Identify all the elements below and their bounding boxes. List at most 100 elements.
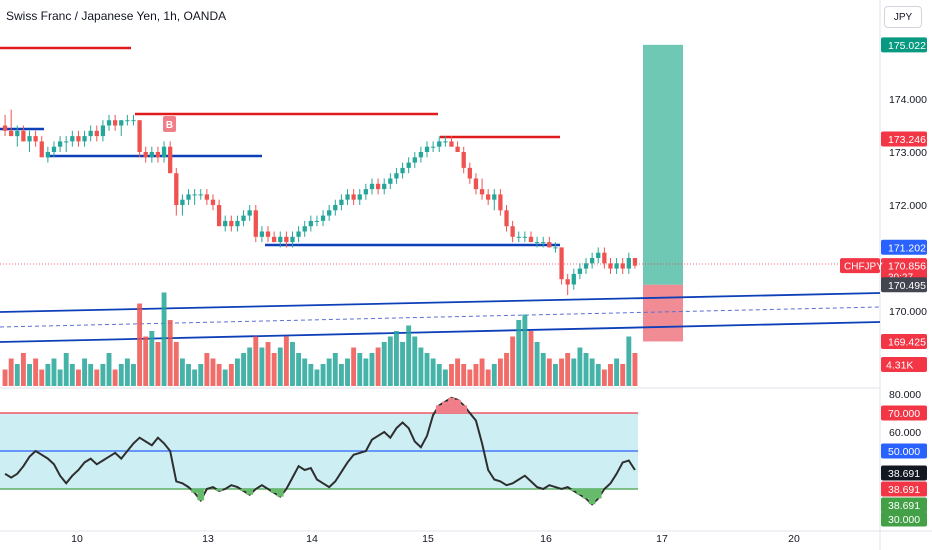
candle-body (589, 258, 595, 264)
candle-body (382, 183, 387, 190)
candle-body (308, 220, 313, 227)
time-tick-label: 17 (656, 533, 668, 545)
volume-bar (522, 314, 528, 386)
candle-body (412, 157, 417, 163)
volume-bar (14, 364, 20, 386)
volume-bar (265, 342, 271, 386)
annotation-marker (163, 116, 176, 132)
currency-button[interactable]: JPY (884, 6, 922, 28)
candle-body (278, 236, 283, 243)
volume-bar (112, 369, 118, 386)
candle-body (547, 242, 552, 248)
volume-bar (516, 320, 522, 386)
volume-bar (247, 347, 253, 386)
price-tick-label: 172.000 (889, 200, 927, 212)
volume-bar (467, 369, 473, 386)
candle-body (284, 236, 289, 243)
chart-title: Swiss Franc / Japanese Yen, 1h, OANDA (6, 9, 227, 23)
channel-upper-line (0, 292, 881, 313)
candle-body (198, 194, 203, 196)
candle-body (57, 141, 63, 147)
candle-body (492, 194, 497, 200)
symbol-tag-label: CHFJPY (844, 262, 883, 273)
volume-bar (393, 331, 399, 386)
volume-bar (412, 336, 418, 386)
candle-body (504, 210, 509, 227)
volume-bar (381, 342, 387, 386)
volume-bar (540, 353, 546, 386)
volume-bar (204, 353, 210, 386)
volume-bar (33, 358, 39, 386)
volume-tag (881, 357, 927, 372)
candle-body (131, 120, 136, 122)
candle-body (626, 258, 631, 269)
time-tick-label: 13 (202, 533, 214, 545)
volume-bar (131, 364, 136, 386)
volume-bar (277, 347, 283, 386)
candle-body (620, 263, 625, 269)
candle-body (229, 220, 234, 227)
candle-body (430, 146, 436, 148)
candle-body (314, 220, 320, 222)
volume-bar (528, 331, 534, 386)
candle-body (327, 210, 332, 216)
volume-bar (192, 369, 198, 386)
candle-body (553, 247, 558, 249)
volume-bar (118, 364, 124, 386)
volume-bar (179, 358, 185, 386)
candle-body (125, 120, 130, 122)
candle-body (271, 236, 277, 243)
volume-bar (369, 353, 375, 386)
candle-body (39, 141, 44, 158)
volume-bar (198, 364, 204, 386)
candle-body (437, 141, 442, 147)
volume-bar (75, 369, 81, 386)
volume-bar (491, 364, 497, 386)
candle-body (559, 247, 564, 280)
candle-body (339, 199, 344, 205)
volume-bar (449, 364, 454, 386)
candle-body (418, 152, 424, 158)
candle-body (363, 189, 369, 195)
volume-bar (259, 347, 265, 386)
candle-body (583, 263, 589, 269)
candle-body (449, 141, 454, 147)
position-target-zone (643, 44, 683, 285)
candle-body (424, 146, 430, 152)
volume-bar (497, 358, 503, 386)
candle-body (161, 146, 167, 158)
candle-body (302, 226, 307, 232)
candle-body (565, 279, 570, 285)
candle-body (406, 162, 411, 168)
volume-bar (375, 347, 381, 386)
candle-body (351, 194, 356, 200)
volume-bar (253, 336, 259, 386)
price-tag-label: 170.856 (888, 261, 926, 273)
volume-bar (583, 353, 589, 386)
candle-body (174, 173, 179, 205)
candle-body (388, 178, 393, 184)
price-tag-label: 170.495 (888, 280, 926, 292)
candle-body (82, 136, 87, 142)
volume-bar (565, 353, 571, 386)
candle-body (253, 210, 258, 237)
volume-bar (8, 358, 14, 386)
price-tick-label: 173.000 (889, 147, 927, 159)
time-tick-label: 10 (71, 533, 83, 545)
volume-bar (620, 364, 626, 386)
volume-bar (363, 358, 369, 386)
channel-lower-line (0, 321, 881, 343)
candle-body (192, 194, 197, 196)
candle-body (27, 136, 32, 142)
volume-bar (241, 353, 247, 386)
volume-bar (632, 353, 638, 386)
volume-bar (228, 364, 234, 386)
volume-bar (455, 358, 461, 386)
candle-body (455, 146, 460, 152)
candle-body (473, 178, 479, 190)
rsi-tick-label: 80.000 (889, 389, 921, 401)
volume-bar (234, 358, 240, 386)
volume-bar (290, 342, 295, 386)
price-tag-label: 169.425 (888, 336, 926, 348)
